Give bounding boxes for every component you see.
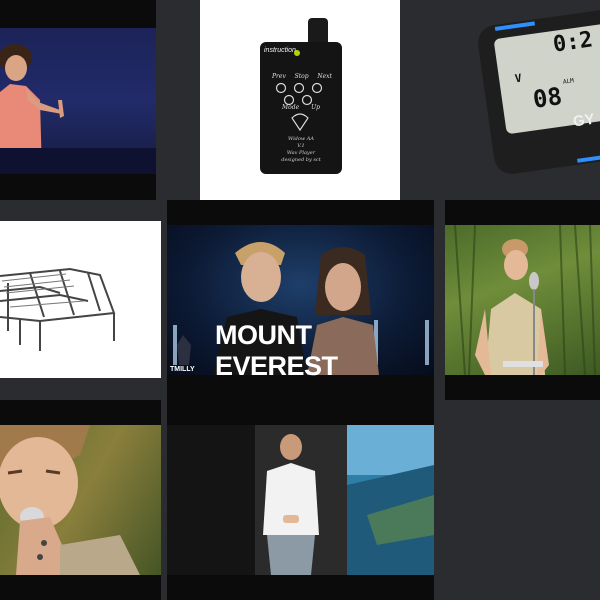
device-label-prev: Prev (272, 73, 286, 80)
timer-brand: GY (571, 110, 596, 131)
device-credit-line2: V.1 (297, 143, 305, 149)
thumbnail-talk[interactable] (0, 0, 156, 200)
timer-small-label: V (514, 71, 523, 86)
thumbnail-dance[interactable]: MOUNT EVEREST TMILLY (167, 200, 434, 400)
device-credit-line4: designed by sct (281, 157, 321, 163)
device-label-up: Up (311, 104, 320, 111)
device-top-labels: Prev Stop Next (272, 73, 332, 80)
thumbnail-bed-frame[interactable] (0, 221, 161, 378)
bed-frame-image (0, 267, 116, 351)
dance-caption: MOUNT EVEREST (215, 320, 338, 381)
thumbnail-singer-outdoor[interactable] (445, 200, 600, 400)
thumbnail-device[interactable]: instruction Prev Stop Next Mode Up Widow… (200, 0, 400, 200)
device-bottom-labels: Mode Up (282, 104, 320, 111)
device-credit-line3: Wav Player (286, 150, 316, 156)
dance-channel-logo: TMILLY (170, 366, 195, 373)
device-label-next: Next (317, 73, 332, 80)
talk-stage-image (0, 28, 156, 174)
timer-bottom-digits: 08 (531, 82, 564, 114)
singer-closeup-image (0, 425, 161, 575)
device-label-mode: Mode (282, 104, 300, 111)
thumbnail-speaker[interactable] (167, 400, 434, 600)
device-brand: instruction (264, 47, 296, 54)
device-credits: Widow AA V.1 Wav Player designed by sct (262, 136, 340, 164)
timer-badge: ALM (562, 77, 575, 86)
singer-outdoor-image (445, 224, 600, 376)
device-credit-line1: Widow AA (288, 136, 314, 142)
thumbnail-singer-closeup[interactable] (0, 400, 161, 600)
device-image (260, 18, 342, 174)
dance-image (167, 225, 434, 375)
device-label-stop: Stop (294, 73, 309, 80)
timer-image (478, 9, 600, 174)
speaker-image (167, 425, 434, 575)
thumbnail-gym-timer[interactable]: 0:2 V ALM 08 GY (445, 0, 600, 200)
